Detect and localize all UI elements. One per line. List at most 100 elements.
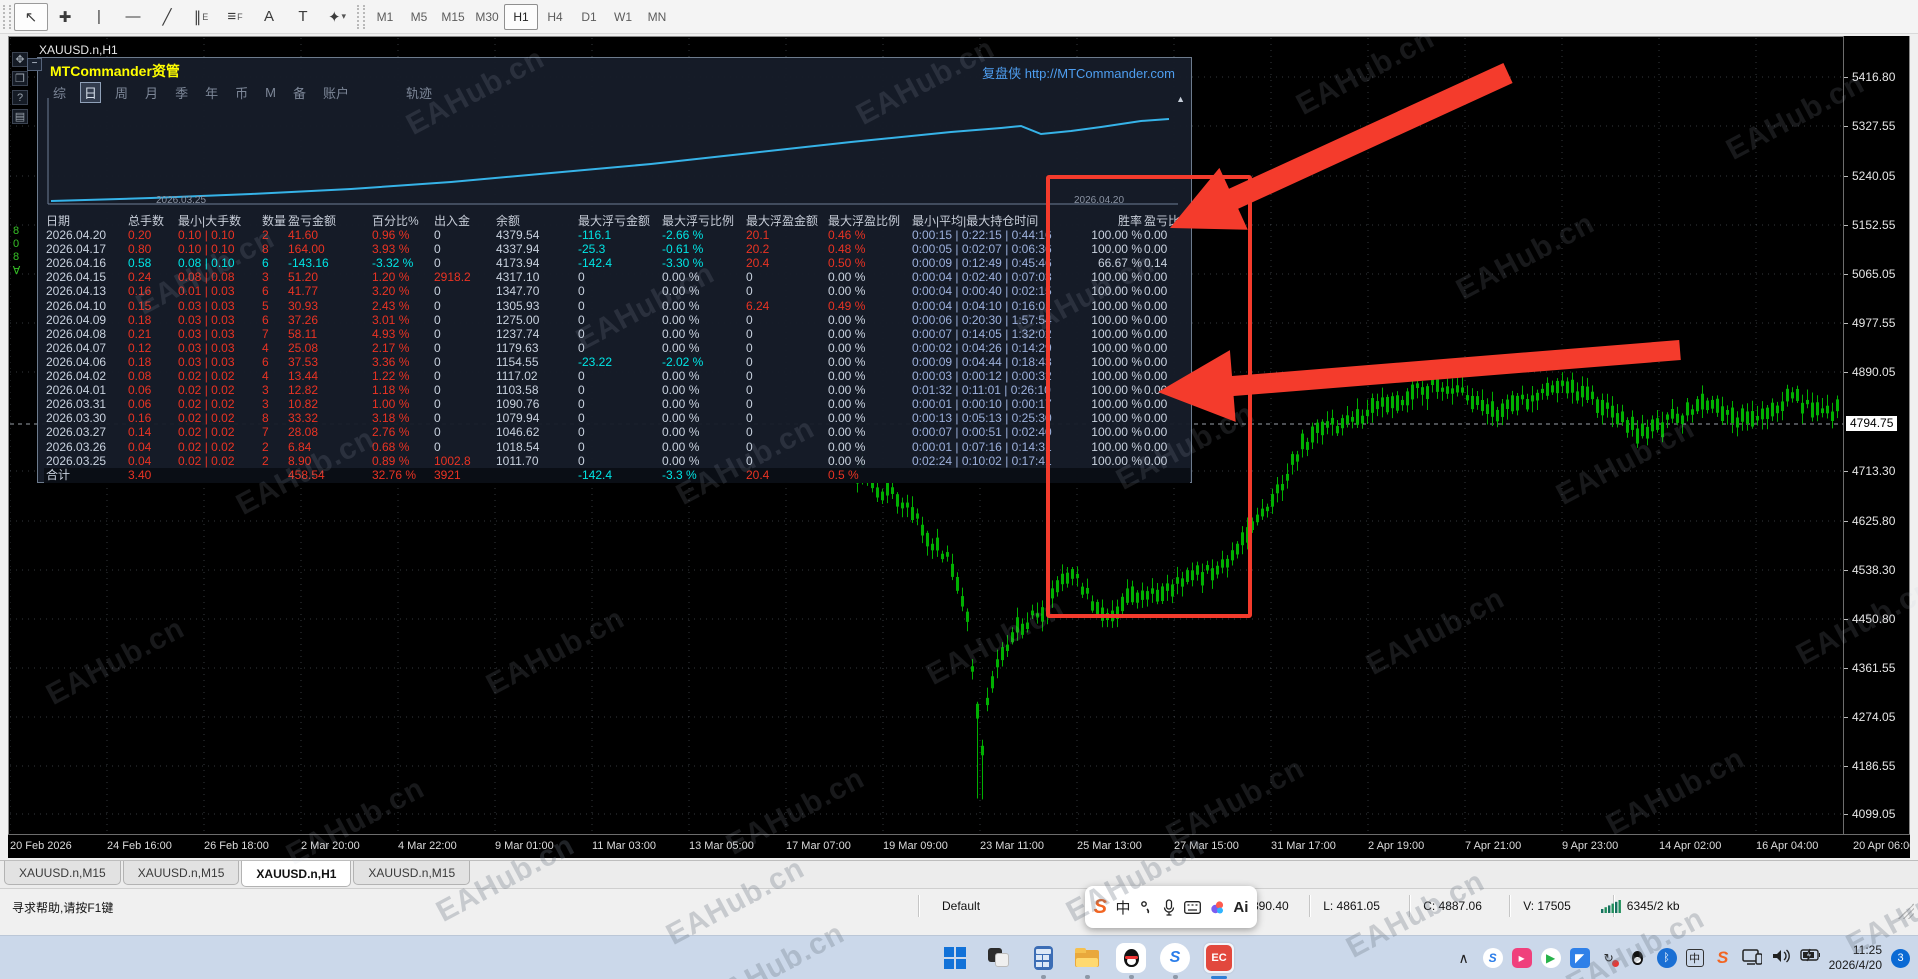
template-selector[interactable]: Default — [942, 899, 981, 913]
table-row[interactable]: 2026.03.26 0.04 0.02 | 0.02 2 6.84 0.68 % 0 101… — [44, 440, 1190, 454]
table-row[interactable]: 2026.03.25 0.04 0.02 | 0.02 2 8.90 0.89 % 1002… — [44, 454, 1190, 468]
cell: 最大浮亏金额 — [578, 214, 651, 228]
text-icon[interactable]: A — [263, 8, 274, 25]
timeframe-m5[interactable]: M5 — [410, 9, 428, 24]
channel-icon[interactable]: ∥ E — [193, 8, 209, 26]
table-row[interactable]: 2026.04.15 0.24 0.08 | 0.08 3 51.20 1.20 % 291… — [44, 270, 1190, 284]
table-row[interactable]: 2026.04.10 0.15 0.03 | 0.03 5 30.93 2.43 % 0 13… — [44, 299, 1190, 313]
taskbar-clock[interactable]: 11:25 2026/4/20 — [1829, 943, 1882, 973]
tray-play-icon[interactable]: ▶ — [1540, 948, 1561, 968]
panel-menu-1[interactable]: 综 — [53, 86, 67, 101]
table-row[interactable]: 2026.03.31 0.06 0.02 | 0.02 3 10.82 1.00 % 0 10… — [44, 397, 1190, 411]
start-button[interactable] — [940, 943, 970, 973]
table-row[interactable]: 2026.04.02 0.08 0.02 | 0.02 4 13.44 1.22 % 0 11… — [44, 369, 1190, 383]
chart-tab-3[interactable]: XAUUSD.n,H1 — [241, 861, 352, 887]
list-icon[interactable]: ▤ — [12, 109, 28, 124]
tray-pink-app-icon[interactable]: ▸ — [1511, 948, 1532, 968]
ai-assistant-icon[interactable]: Ai — [1233, 898, 1249, 916]
table-row[interactable]: 2026.04.20 0.20 0.10 | 0.10 2 41.60 0.96 % 0 43… — [44, 228, 1190, 242]
speaker-icon[interactable] — [1771, 948, 1791, 968]
panel-menu-8[interactable]: M — [265, 85, 276, 100]
panel-menu-9[interactable]: 备 — [292, 86, 306, 101]
toolbar-grip-2[interactable] — [357, 4, 365, 29]
cursor-icon[interactable]: ↖ — [14, 2, 48, 31]
horizontal-line-icon[interactable]: — — [125, 8, 141, 25]
chart-tab-1[interactable]: XAUUSD.n,M15 — [4, 861, 121, 885]
qq-icon[interactable] — [1116, 943, 1146, 979]
battery-icon[interactable] — [1799, 948, 1820, 968]
time-axis[interactable]: 20 Feb 2026 24 Feb 16:00 26 Feb 18:00 2 Mar… — [8, 834, 1910, 858]
table-row[interactable]: 2026.04.06 0.18 0.03 | 0.03 6 37.53 3.36 % 0 11… — [44, 355, 1190, 369]
table-row[interactable]: 2026.04.16 0.58 0.08 | 0.10 6 -143.16 -3.32 %… — [44, 256, 1190, 270]
timeframe-h4[interactable]: H4 — [547, 9, 563, 24]
shapes-icon[interactable]: ✦ ▾ — [327, 8, 347, 26]
table-row[interactable]: 2026.04.08 0.21 0.03 | 0.03 7 58.11 4.93 % 0 12… — [44, 327, 1190, 341]
crosshair-icon[interactable]: ✚ — [58, 8, 72, 26]
bluetooth-icon[interactable]: ᛒ — [1656, 948, 1677, 968]
window-icon[interactable]: ❐ — [12, 71, 28, 86]
table-total-row[interactable]: 合计 3.40 458.54 32.76 % 3921 -142.4 -3.3 % 20.4 0… — [44, 467, 1190, 483]
tray-blue-app-icon[interactable]: ◤ — [1569, 948, 1590, 968]
tray-sogou-orange-icon[interactable]: S — [1716, 948, 1729, 967]
time-tick-label: 26 Feb 18:00 — [204, 840, 269, 852]
panel-menu-6[interactable]: 年 — [205, 86, 219, 101]
label-icon[interactable]: T — [298, 8, 308, 25]
trendline-icon[interactable]: ╱ — [162, 8, 172, 26]
help-icon[interactable]: ? — [12, 90, 28, 105]
task-view-button[interactable] — [984, 943, 1014, 973]
panel-menu-11[interactable]: 轨迹 — [405, 86, 432, 101]
table-row[interactable]: 2026.04.01 0.06 0.02 | 0.02 3 12.82 1.18 % 0 11… — [44, 383, 1190, 397]
notification-badge[interactable]: 3 — [1891, 948, 1910, 968]
sogou-taskbar-icon[interactable]: S — [1160, 943, 1190, 979]
input-indicator[interactable]: 中 — [1685, 949, 1704, 967]
panel-menu-4[interactable]: 月 — [145, 86, 159, 101]
chart-tab-2[interactable]: XAUUSD.n,M15 — [122, 861, 240, 885]
chart-toolbar: ↖ ✚ | — ╱ ∥ E ≡ F A T ✦ ▾ M1 M5 M15 M30 H1 H4 D1 W1 MN — [0, 0, 1918, 34]
table-row[interactable]: 2026.03.27 0.14 0.02 | 0.02 7 28.08 2.76 % 0 10… — [44, 425, 1190, 439]
calculator-icon[interactable] — [1028, 943, 1058, 979]
timeframe-m30[interactable]: M30 — [475, 9, 499, 24]
panel-menu-2[interactable]: 日 — [80, 82, 102, 103]
move-icon[interactable]: ✥ — [12, 52, 28, 67]
keyboard-icon[interactable] — [1184, 900, 1202, 914]
tray-sogou-icon[interactable]: S — [1482, 948, 1503, 968]
chinese-mode-icon[interactable]: 中 — [1115, 899, 1131, 917]
timeframe-mn[interactable]: MN — [647, 9, 667, 24]
panel-brand-link[interactable]: 复盘侠 http://MTCommander.com — [982, 63, 1175, 82]
price-scale[interactable]: 5416.80 5327.55 5240.05 5152.55 5065.05 4977.… — [1843, 36, 1909, 834]
fibonacci-icon[interactable]: ≡ F — [227, 8, 243, 25]
timeframe-m15[interactable]: M15 — [441, 9, 465, 24]
cast-device-icon[interactable] — [1741, 948, 1762, 968]
timeframe-h1[interactable]: H1 — [504, 3, 538, 30]
cell: 0.16 — [128, 411, 152, 426]
ec-app-icon[interactable]: EC — [1204, 943, 1234, 979]
clock-time: 11:25 — [1852, 943, 1882, 957]
timeframe-w1[interactable]: W1 — [614, 9, 632, 24]
panel-menu-3[interactable]: 周 — [115, 86, 129, 101]
table-row[interactable]: 2026.04.13 0.16 0.01 | 0.03 6 41.77 3.20 % 0 13… — [44, 284, 1190, 298]
resize-grip[interactable] — [1898, 903, 1914, 919]
panel-menu-7[interactable]: 币 — [235, 86, 249, 101]
cell: 0:00:07 | 0:14:05 | 1:32:02 — [912, 326, 1052, 341]
tray-expand-icon[interactable]: ∧ — [1458, 949, 1469, 966]
panel-menu-10[interactable]: 账户 — [322, 86, 349, 101]
sogou-icon[interactable]: S — [1093, 895, 1107, 918]
tray-qq-icon[interactable] — [1628, 948, 1648, 968]
file-explorer-icon[interactable] — [1072, 943, 1102, 979]
skin-palette-icon[interactable] — [1210, 900, 1225, 915]
timeframe-d1[interactable]: D1 — [581, 9, 597, 24]
panel-minimize-button[interactable]: − — [27, 58, 42, 71]
table-row[interactable]: 2026.03.30 0.16 0.02 | 0.02 8 33.32 3.18 % 0 10… — [44, 411, 1190, 425]
tray-sync-icon[interactable]: ↻ — [1599, 948, 1619, 968]
table-row[interactable]: 2026.04.09 0.18 0.03 | 0.03 6 37.26 3.01 % 0 12… — [44, 313, 1190, 327]
table-row[interactable]: 2026.04.17 0.80 0.10 | 0.10 8 164.00 3.93 % 0 4… — [44, 242, 1190, 256]
panel-menu-5[interactable]: 季 — [175, 86, 189, 101]
vertical-line-icon[interactable]: | — [97, 8, 101, 25]
table-row[interactable]: 2026.04.07 0.12 0.03 | 0.03 4 25.08 2.17 % 0 11… — [44, 341, 1190, 355]
chart-tab-4[interactable]: XAUUSD.n,M15 — [353, 861, 471, 885]
collapse-arrow-icon[interactable]: ▲ — [1176, 94, 1185, 104]
toolbar-grip[interactable] — [3, 4, 11, 29]
handwriting-icon[interactable] — [1139, 900, 1153, 914]
timeframe-m1[interactable]: M1 — [376, 9, 394, 24]
microphone-icon[interactable] — [1162, 898, 1176, 916]
